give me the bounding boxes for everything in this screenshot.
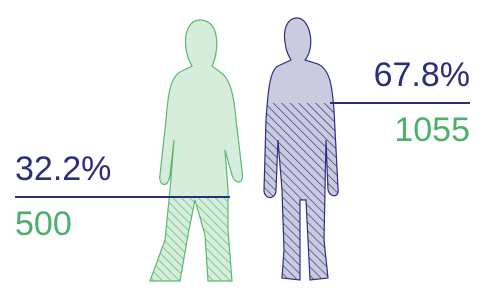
hatch-fill xyxy=(262,103,342,282)
page: 32.2%50067.8%1055 (() => { const data = … xyxy=(0,0,488,288)
count-label: 500 xyxy=(15,205,72,243)
chart: 32.2% 500 67.8% 1055 xyxy=(0,0,488,288)
percent-label: 32.2% xyxy=(15,150,111,188)
count-label: 1055 xyxy=(394,111,470,149)
percent-label: 67.8% xyxy=(374,56,470,94)
